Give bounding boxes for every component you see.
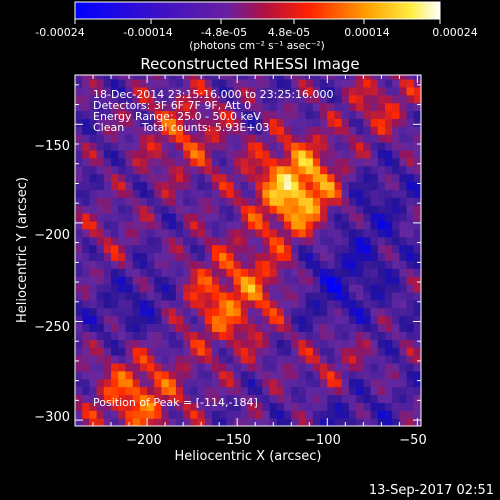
colorbar-units: (photons cm⁻² s⁻¹ asec⁻²) [189, 40, 324, 52]
chart-title: Reconstructed RHESSI Image [140, 55, 359, 73]
heatmap [75, 75, 421, 426]
annotation-peak: Position of Peak = [-114,-184] [93, 396, 258, 409]
y-tick-label: −150 [34, 139, 70, 154]
y-tick-label: −250 [34, 320, 70, 335]
annotation-energy: Energy Range: 25.0 - 50.0 keV [93, 110, 261, 123]
colorbar-tick-label: 4.8e-05 [268, 26, 310, 39]
colorbar-tick-label: -4.8e-05 [201, 26, 247, 39]
colorbar-ticks [74, 19, 441, 24]
x-tick-label: −150 [215, 433, 251, 448]
x-tick-label: −50 [399, 433, 426, 448]
y-axis-label: Heliocentric Y (arcsec) [15, 177, 30, 323]
colorbar [74, 1, 441, 20]
axis-ticks [75, 75, 421, 426]
x-tick-label: −100 [305, 433, 341, 448]
footer-timestamp: 13-Sep-2017 02:51 [369, 483, 494, 498]
annotation-time-range: 18-Dec-2014 23:15:16.000 to 23:25:16.000 [93, 88, 334, 101]
y-tick-label: −300 [34, 410, 70, 425]
colorbar-tick-label: -0.00024 [35, 26, 84, 39]
y-tick-label: −200 [34, 228, 70, 243]
colorbar-tick-label: 0.00014 [344, 26, 390, 39]
colorbar-tick-label: -0.00014 [123, 26, 172, 39]
annotation-detectors: Detectors: 3F 6F 7F 9F, Att 0 [93, 99, 251, 112]
plot-frame [74, 74, 422, 427]
x-tick-label: −200 [126, 433, 162, 448]
annotation-counts: Clean Total counts: 5.93E+03 [93, 121, 270, 134]
colorbar-tick-label: 0.00024 [432, 26, 478, 39]
x-axis-label: Heliocentric X (arcsec) [175, 449, 322, 464]
